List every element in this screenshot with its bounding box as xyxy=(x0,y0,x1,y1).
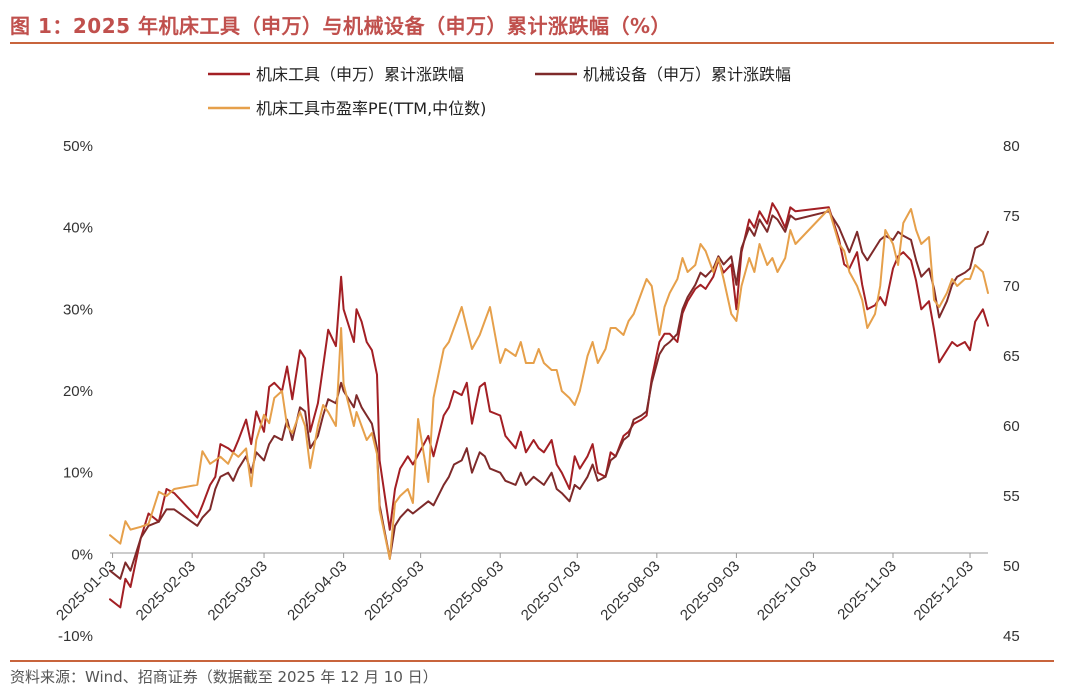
right-axis-tick-label: 80 xyxy=(1003,138,1020,155)
source-note: 资料来源：Wind、招商证券（数据截至 2025 年 12 月 10 日） xyxy=(10,668,438,686)
series-line-2 xyxy=(109,210,989,580)
x-axis-tick-label: 2025-04-03 xyxy=(284,558,350,624)
x-axis-tick-label: 2025-11-03 xyxy=(834,558,899,623)
x-axis-tick-label: 2025-02-03 xyxy=(133,558,199,624)
x-axis-tick-label: 2025-08-03 xyxy=(597,558,663,624)
chart-legend: 机床工具（申万）累计涨跌幅 机械设备（申万）累计涨跌幅机床工具市盈率PE(TTM,… xyxy=(208,65,791,118)
right-axis-tick-label: 50 xyxy=(1003,558,1020,575)
left-axis-tick-label: -10% xyxy=(58,628,93,645)
right-y-axis: 45 50 55 60 65 70 75 80 xyxy=(1003,138,1020,645)
left-axis-tick-label: 10% xyxy=(63,465,93,482)
legend-label-1: 机床工具（申万）累计涨跌幅 xyxy=(256,65,464,84)
x-axis-tick-label: 2025-10-03 xyxy=(754,558,820,624)
series-line-1 xyxy=(109,202,989,609)
x-axis-tick-label: 2025-01-03 xyxy=(53,558,119,624)
left-axis-tick-label: 40% xyxy=(63,220,93,237)
right-axis-tick-label: 65 xyxy=(1003,348,1020,365)
line-chart: 机床工具（申万）累计涨跌幅 机械设备（申万）累计涨跌幅机床工具市盈率PE(TTM,… xyxy=(53,65,1020,645)
x-axis-tick-label: 2025-03-03 xyxy=(205,558,271,624)
series-line-3 xyxy=(109,208,989,560)
left-axis-tick-label: 0% xyxy=(71,546,93,563)
left-y-axis: -10% 0% 10% 20% 30% 40% 50% xyxy=(58,138,93,645)
x-axis-tick-label: 2025-09-03 xyxy=(677,558,743,624)
x-axis-tick-label: 2025-07-03 xyxy=(518,558,584,624)
right-axis-tick-label: 70 xyxy=(1003,278,1020,295)
x-axis: 2025-01-03 2025-02-03 2025-03-03 2025-04-03… xyxy=(53,552,988,624)
footer-divider xyxy=(10,660,1054,662)
series-layer xyxy=(109,202,989,609)
x-axis-tick-label: 2025-05-03 xyxy=(361,558,427,624)
right-axis-tick-label: 55 xyxy=(1003,488,1020,505)
figure-title: 图 1：2025 年机床工具（申万）与机械设备（申万）累计涨跌幅（%） xyxy=(10,14,672,38)
right-axis-tick-label: 60 xyxy=(1003,418,1020,435)
legend-label-3: 机床工具市盈率PE(TTM,中位数) xyxy=(256,99,486,118)
title-divider xyxy=(10,42,1054,44)
left-axis-tick-label: 20% xyxy=(63,383,93,400)
right-axis-tick-label: 45 xyxy=(1003,628,1020,645)
legend-label-2: 机械设备（申万）累计涨跌幅 xyxy=(583,65,791,84)
x-axis-tick-label: 2025-12-03 xyxy=(911,558,977,624)
right-axis-tick-label: 75 xyxy=(1003,208,1020,225)
x-axis-tick-label: 2025-06-03 xyxy=(441,558,507,624)
left-axis-tick-label: 50% xyxy=(63,138,93,155)
left-axis-tick-label: 30% xyxy=(63,301,93,318)
